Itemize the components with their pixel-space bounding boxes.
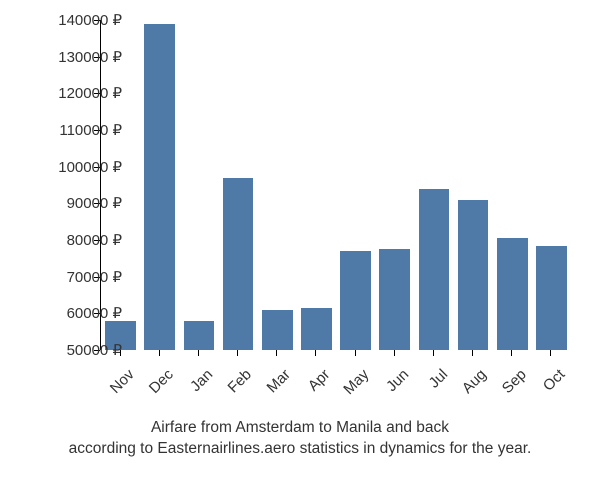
y-axis-label: 80000 ₽ [67, 231, 122, 249]
x-tick [550, 350, 551, 356]
x-axis-label: Aug [459, 366, 490, 397]
plot-area [100, 20, 570, 350]
x-tick [433, 350, 434, 356]
y-axis-label: 60000 ₽ [67, 304, 122, 322]
x-axis-label: Feb [225, 366, 255, 396]
caption-line-1: Airfare from Amsterdam to Manila and bac… [151, 419, 449, 436]
bar [301, 308, 332, 350]
x-tick [276, 350, 277, 356]
y-axis-label: 120000 ₽ [58, 84, 122, 102]
bar [340, 251, 371, 350]
bar [379, 249, 410, 350]
x-axis-labels: Nov Dec Jan Feb Mar AprMay Jun Jul Aug Sep Oct [100, 352, 570, 412]
y-axis-label: 100000 ₽ [58, 158, 122, 176]
x-tick [237, 350, 238, 356]
x-axis-label: May [341, 366, 373, 398]
x-tick [394, 350, 395, 356]
bar [223, 178, 254, 350]
chart-caption: Airfare from Amsterdam to Manila and bac… [0, 418, 600, 460]
x-axis-label: Oct [540, 366, 569, 395]
bar [184, 321, 215, 350]
y-axis-label: 110000 ₽ [59, 121, 122, 139]
x-tick [315, 350, 316, 356]
x-axis-label: Nov [107, 366, 138, 397]
x-axis-label: Jul [425, 366, 451, 392]
bars-group [101, 20, 570, 350]
x-axis-label: Jan [187, 366, 216, 395]
bar [536, 246, 567, 351]
bar [262, 310, 293, 350]
y-axis-label: 50000 ₽ [67, 341, 122, 359]
airfare-bar-chart: Nov Dec Jan Feb Mar AprMay Jun Jul Aug Sep Oct Air… [0, 0, 600, 500]
x-tick [159, 350, 160, 356]
bar [458, 200, 489, 350]
x-axis-label: Sep [498, 366, 529, 397]
x-axis-label: Apr [305, 366, 334, 395]
x-tick [472, 350, 473, 356]
caption-line-2: according to Easternairlines.aero statis… [69, 440, 532, 457]
x-tick [511, 350, 512, 356]
y-axis-label: 70000 ₽ [67, 268, 122, 286]
x-axis-label: Mar [264, 366, 294, 396]
y-axis-label: 90000 ₽ [67, 194, 122, 212]
bar [144, 24, 175, 350]
y-axis-label: 140000 ₽ [58, 11, 122, 29]
x-axis-label: Jun [383, 366, 412, 395]
y-axis-label: 130000 ₽ [58, 48, 122, 66]
x-axis-label: Dec [146, 366, 177, 397]
x-tick [355, 350, 356, 356]
bar [419, 189, 450, 350]
x-tick [198, 350, 199, 356]
bar [497, 238, 528, 350]
